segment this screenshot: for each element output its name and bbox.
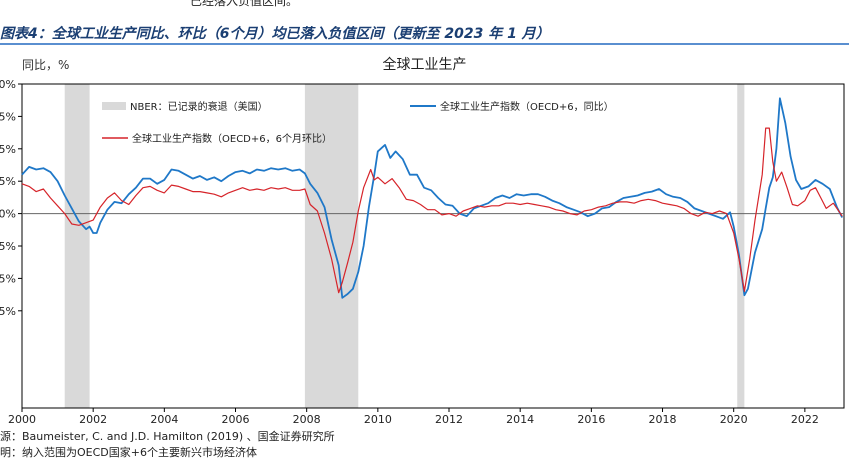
recession-band bbox=[64, 84, 90, 408]
legend-recession-label: NBER：已记录的衰退（美国） bbox=[130, 100, 268, 113]
legend-series-label: 全球工业生产指数（OECD+6，同比） bbox=[440, 100, 614, 113]
recession-band bbox=[304, 84, 359, 408]
y-axis-unit-label: 同比，% bbox=[22, 58, 70, 72]
legend-series-label: 全球工业生产指数（OECD+6，6个月环比） bbox=[132, 132, 332, 145]
x-tick-label: 2022 bbox=[791, 413, 819, 426]
legend: NBER：已记录的衰退（美国） 全球工业生产指数（OECD+6，同比） 全球工业生产… bbox=[102, 100, 614, 145]
y-tick-label: -7.5% bbox=[0, 305, 16, 318]
x-tick-label: 2010 bbox=[364, 413, 392, 426]
x-tick-label: 2000 bbox=[8, 413, 36, 426]
x-tick-label: 2008 bbox=[293, 413, 321, 426]
x-tick-label: 2016 bbox=[577, 413, 605, 426]
y-tick-label: 10% bbox=[0, 78, 16, 91]
x-tick-label: 2006 bbox=[222, 413, 250, 426]
recession-band bbox=[737, 84, 745, 408]
y-tick-label: 2.5% bbox=[0, 175, 16, 188]
series-line bbox=[21, 127, 843, 294]
plot-frame bbox=[21, 83, 845, 409]
preceding-text-fragment: 已经落入负值区间。 bbox=[190, 0, 299, 8]
legend-recession-swatch bbox=[102, 102, 126, 110]
x-tick-label: 2012 bbox=[435, 413, 463, 426]
scope-note: 明：纳入范围为OECD国家+6个主要新兴市场经济体 bbox=[0, 446, 257, 459]
source-note: 源：Baumeister, C. and J.D. Hamilton (2019… bbox=[0, 430, 335, 443]
y-tick-label: -5% bbox=[0, 272, 16, 285]
x-tick-label: 2002 bbox=[79, 413, 107, 426]
series-line bbox=[21, 97, 844, 299]
axes: 10% 7.5% 5% 2.5% 0% -2.5% -5% -7.5% 2000 2002 2004… bbox=[0, 78, 845, 426]
figure-title-bar: 图表4：全球工业生产同比、环比（6个月）均已落入负值区间（更新至 2023 年 … bbox=[0, 21, 849, 45]
recession-bands bbox=[64, 84, 745, 408]
x-tick-label: 2004 bbox=[150, 413, 178, 426]
chart-title: 全球工业生产 bbox=[382, 57, 467, 73]
x-tick-label: 2018 bbox=[649, 413, 677, 426]
x-tick-label: 2014 bbox=[506, 413, 534, 426]
y-tick-label: -2.5% bbox=[0, 240, 16, 253]
series-lines bbox=[21, 97, 844, 299]
y-tick-label: 5% bbox=[0, 143, 16, 156]
y-tick-label: 0% bbox=[0, 208, 16, 221]
y-tick-label: 7.5% bbox=[0, 110, 16, 123]
x-tick-label: 2020 bbox=[720, 413, 748, 426]
figure-title: 图表4：全球工业生产同比、环比（6个月）均已落入负值区间（更新至 2023 年 … bbox=[0, 26, 550, 42]
